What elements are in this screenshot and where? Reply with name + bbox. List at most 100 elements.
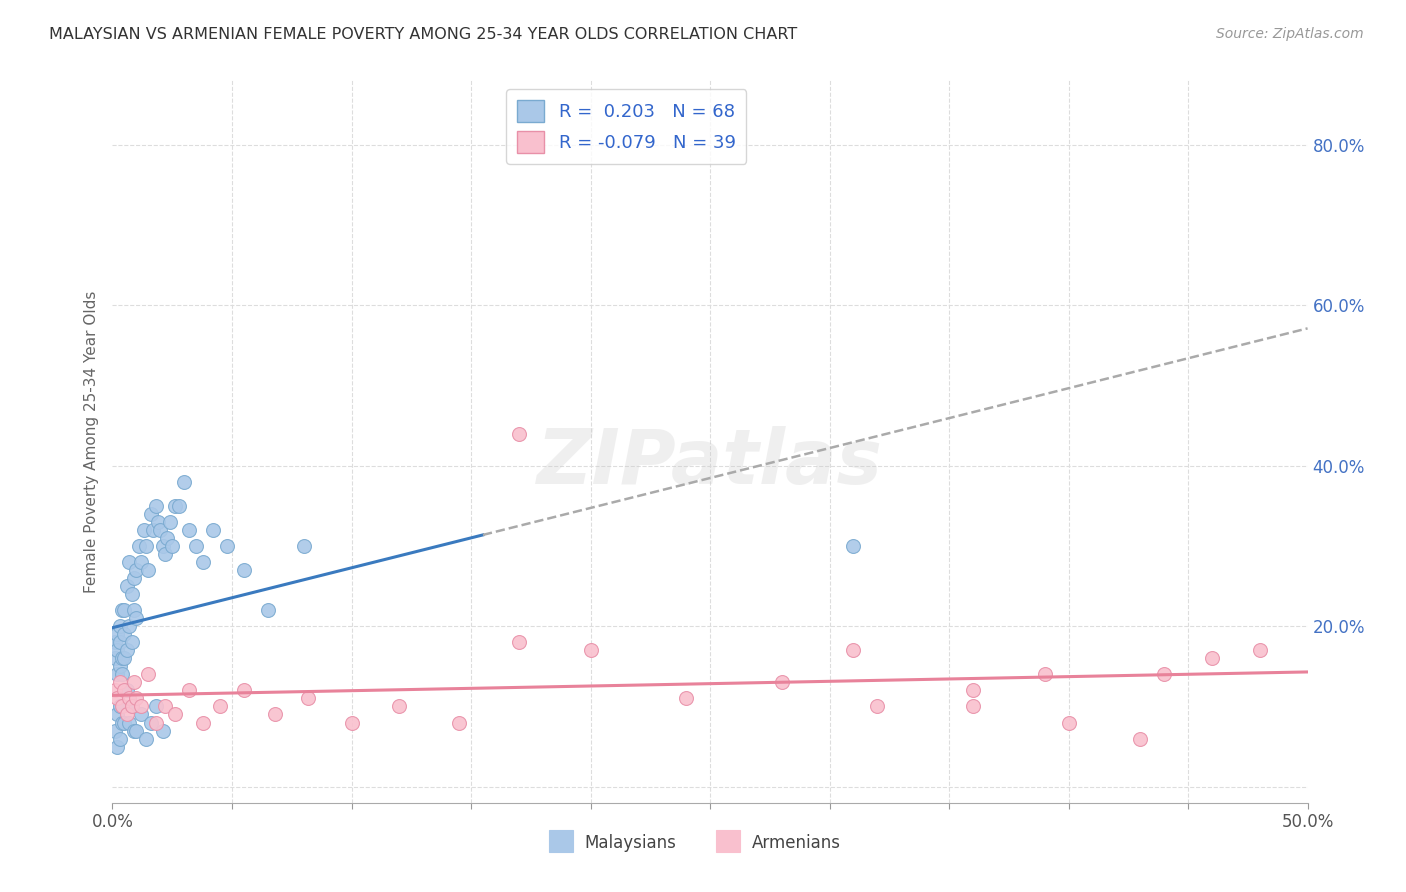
Legend: R =  0.203   N = 68, R = -0.079   N = 39: R = 0.203 N = 68, R = -0.079 N = 39: [506, 89, 747, 164]
Point: [108, 635, 131, 649]
Point: [105, 667, 128, 681]
Point: [842, 539, 865, 553]
Point: [111, 603, 134, 617]
Point: [770, 675, 793, 690]
Point: [1057, 715, 1080, 730]
Point: [159, 515, 181, 529]
Point: [156, 531, 179, 545]
Point: [121, 699, 143, 714]
Point: [292, 539, 315, 553]
Point: [297, 691, 319, 706]
Point: [105, 627, 128, 641]
Point: [447, 715, 470, 730]
Point: [962, 683, 984, 698]
Text: Source: ZipAtlas.com: Source: ZipAtlas.com: [1216, 27, 1364, 41]
Point: [264, 707, 287, 722]
Point: [193, 715, 215, 730]
Point: [105, 691, 128, 706]
Point: [115, 707, 138, 722]
Point: [114, 715, 135, 730]
Point: [153, 547, 176, 561]
Point: [579, 643, 602, 657]
Point: [118, 691, 141, 706]
Point: [122, 723, 145, 738]
Point: [108, 675, 131, 690]
Point: [111, 651, 134, 665]
Point: [115, 683, 138, 698]
Point: [177, 683, 200, 698]
Point: [129, 707, 152, 722]
Point: [138, 563, 160, 577]
Point: [169, 499, 191, 513]
Point: [118, 619, 141, 633]
Point: [118, 555, 141, 569]
Point: [233, 563, 256, 577]
Point: [201, 523, 224, 537]
Y-axis label: Female Poverty Among 25-34 Year Olds: Female Poverty Among 25-34 Year Olds: [83, 291, 98, 592]
Point: [163, 707, 186, 722]
Point: [114, 627, 135, 641]
Point: [111, 699, 134, 714]
Point: [125, 723, 148, 738]
Point: [163, 499, 186, 513]
Point: [193, 555, 215, 569]
Point: [122, 571, 145, 585]
Point: [1033, 667, 1056, 681]
Point: [129, 699, 152, 714]
Point: [122, 675, 145, 690]
Point: [105, 739, 128, 754]
Point: [128, 539, 150, 553]
Point: [217, 539, 239, 553]
Point: [209, 699, 232, 714]
Point: [108, 659, 131, 673]
Point: [186, 539, 208, 553]
Point: [115, 643, 138, 657]
Text: ZIPatlas: ZIPatlas: [537, 426, 883, 500]
Point: [340, 715, 363, 730]
Point: [1153, 667, 1175, 681]
Point: [121, 587, 143, 601]
Point: [118, 715, 141, 730]
Point: [108, 619, 131, 633]
Point: [111, 667, 134, 681]
Point: [145, 715, 167, 730]
Point: [114, 651, 135, 665]
Point: [145, 699, 167, 714]
Point: [866, 699, 889, 714]
Point: [257, 603, 280, 617]
Point: [135, 731, 157, 746]
Bar: [716, 830, 740, 852]
Point: [508, 635, 530, 649]
Point: [153, 699, 176, 714]
Point: [842, 643, 865, 657]
Point: [121, 699, 143, 714]
Point: [139, 715, 162, 730]
Point: [125, 691, 148, 706]
Point: [146, 515, 169, 529]
Point: [104, 635, 127, 649]
Point: [138, 667, 160, 681]
Point: [173, 475, 195, 489]
Point: [104, 723, 127, 738]
Point: [149, 523, 172, 537]
Point: [152, 723, 174, 738]
Point: [233, 683, 256, 698]
Text: Malaysians: Malaysians: [585, 833, 676, 852]
Point: [152, 539, 174, 553]
Point: [132, 523, 155, 537]
Point: [142, 523, 165, 537]
Point: [104, 683, 127, 698]
Point: [115, 579, 138, 593]
Point: [125, 563, 148, 577]
Point: [114, 603, 135, 617]
Point: [139, 507, 162, 521]
Point: [121, 635, 143, 649]
Text: Armenians: Armenians: [752, 833, 841, 852]
Point: [125, 611, 148, 625]
Point: [122, 603, 145, 617]
Point: [675, 691, 697, 706]
Text: MALAYSIAN VS ARMENIAN FEMALE POVERTY AMONG 25-34 YEAR OLDS CORRELATION CHART: MALAYSIAN VS ARMENIAN FEMALE POVERTY AMO…: [49, 27, 797, 42]
Point: [108, 699, 131, 714]
Point: [962, 699, 984, 714]
Point: [105, 707, 128, 722]
